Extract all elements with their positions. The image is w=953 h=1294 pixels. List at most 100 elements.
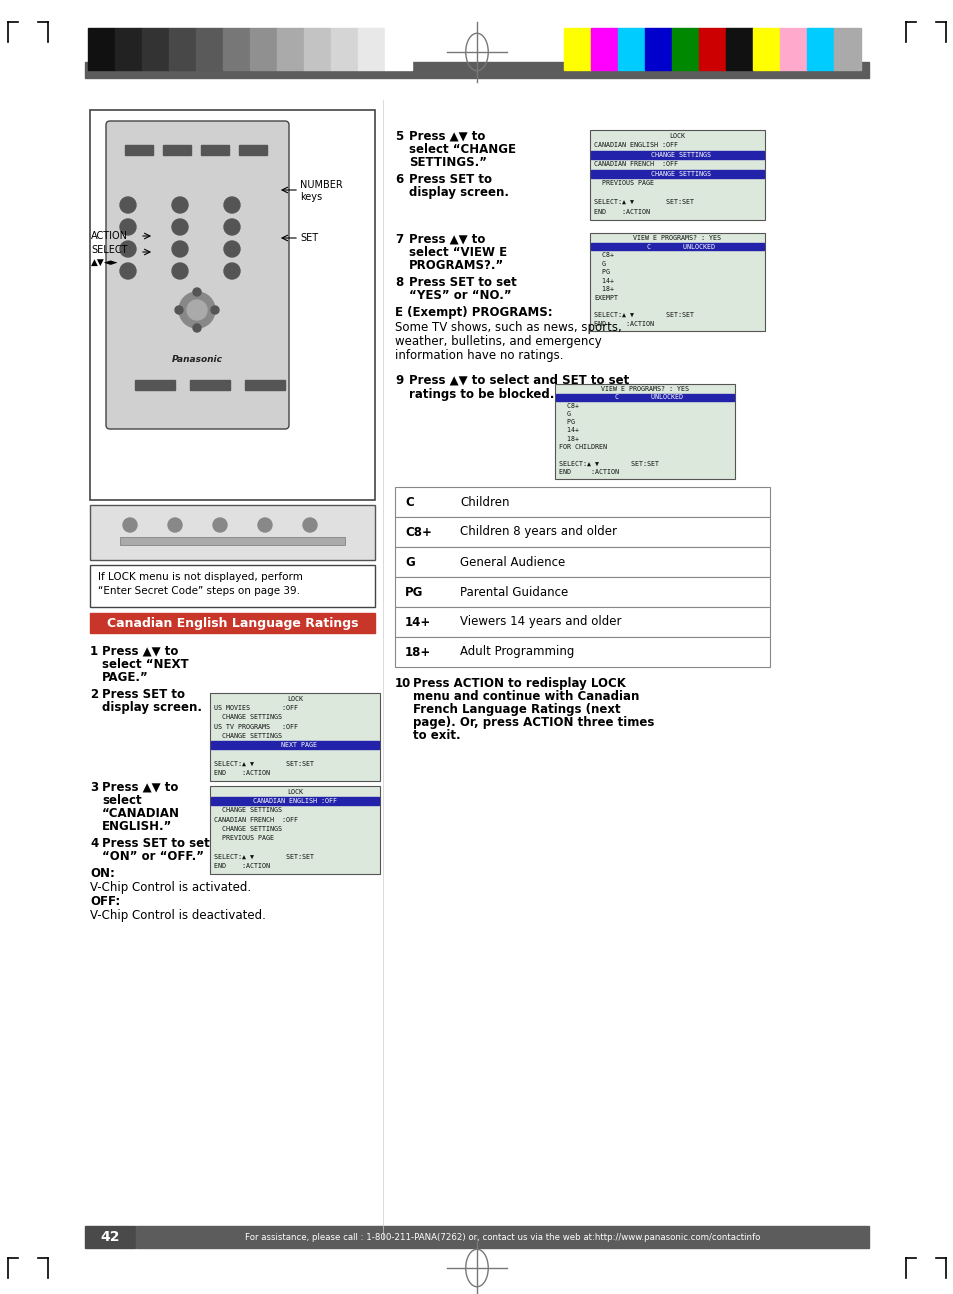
Circle shape bbox=[187, 300, 207, 320]
Text: select “VIEW E: select “VIEW E bbox=[409, 246, 507, 259]
Text: SET: SET bbox=[299, 233, 317, 243]
Text: Press ▲▼ to: Press ▲▼ to bbox=[102, 644, 178, 659]
Text: page). Or, press ACTION three times: page). Or, press ACTION three times bbox=[413, 716, 654, 729]
Text: C8+: C8+ bbox=[594, 252, 614, 259]
Text: US MOVIES        :OFF: US MOVIES :OFF bbox=[213, 705, 297, 710]
Text: CANADIAN ENGLISH :OFF: CANADIAN ENGLISH :OFF bbox=[594, 142, 678, 149]
Bar bbox=[590, 151, 763, 159]
Text: Some TV shows, such as news, sports,: Some TV shows, such as news, sports, bbox=[395, 321, 621, 334]
Text: C: C bbox=[405, 496, 414, 509]
Bar bbox=[210, 694, 379, 782]
Text: Press SET to set: Press SET to set bbox=[102, 837, 210, 850]
Text: CHANGE SETTINGS: CHANGE SETTINGS bbox=[643, 151, 711, 158]
Bar bbox=[618, 28, 644, 70]
Bar bbox=[120, 537, 345, 545]
Text: SELECT:▲ ▼        SET:SET: SELECT:▲ ▼ SET:SET bbox=[213, 761, 314, 766]
Text: “YES” or “NO.”: “YES” or “NO.” bbox=[409, 289, 511, 302]
Text: SELECT: SELECT bbox=[91, 245, 128, 255]
Text: Press ▲▼ to: Press ▲▼ to bbox=[102, 782, 178, 795]
Text: ACTION: ACTION bbox=[91, 232, 128, 241]
Circle shape bbox=[174, 305, 183, 314]
Text: 14+: 14+ bbox=[594, 278, 614, 283]
Text: Parental Guidance: Parental Guidance bbox=[459, 585, 568, 599]
Text: PREVIOUS PAGE: PREVIOUS PAGE bbox=[594, 180, 654, 186]
Bar bbox=[752, 28, 780, 70]
Circle shape bbox=[120, 197, 136, 214]
Text: END    :ACTION: END :ACTION bbox=[594, 208, 649, 215]
Bar bbox=[90, 565, 375, 607]
Text: Press SET to: Press SET to bbox=[409, 173, 492, 186]
Text: SELECT:▲ ▼        SET:SET: SELECT:▲ ▼ SET:SET bbox=[594, 312, 693, 318]
Text: 1: 1 bbox=[90, 644, 98, 659]
Text: CHANGE SETTINGS: CHANGE SETTINGS bbox=[213, 714, 282, 721]
Circle shape bbox=[172, 263, 188, 280]
Text: select: select bbox=[102, 795, 141, 807]
Text: 7: 7 bbox=[395, 233, 403, 246]
Text: END    :ACTION: END :ACTION bbox=[213, 863, 270, 868]
Text: display screen.: display screen. bbox=[409, 186, 509, 199]
Text: Panasonic: Panasonic bbox=[172, 356, 222, 365]
Text: CHANGE SETTINGS: CHANGE SETTINGS bbox=[643, 171, 711, 177]
Text: C8+: C8+ bbox=[558, 402, 578, 409]
Bar bbox=[555, 384, 734, 479]
Bar bbox=[304, 28, 331, 70]
Bar bbox=[135, 380, 174, 389]
Text: 5: 5 bbox=[395, 129, 403, 144]
Bar bbox=[590, 170, 763, 177]
Text: PG: PG bbox=[405, 585, 423, 599]
Bar bbox=[163, 145, 191, 155]
Text: 18+: 18+ bbox=[558, 436, 578, 441]
Text: E (Exempt) PROGRAMS:: E (Exempt) PROGRAMS: bbox=[395, 305, 552, 320]
Text: EXEMPT: EXEMPT bbox=[594, 295, 618, 302]
Bar bbox=[201, 145, 229, 155]
Text: CANADIAN FRENCH  :OFF: CANADIAN FRENCH :OFF bbox=[594, 162, 678, 167]
Text: French Language Ratings (next: French Language Ratings (next bbox=[413, 703, 620, 716]
Bar bbox=[671, 28, 699, 70]
Bar bbox=[211, 797, 378, 805]
Bar bbox=[395, 607, 769, 637]
Text: Press ▲▼ to: Press ▲▼ to bbox=[409, 129, 485, 144]
Bar bbox=[90, 505, 375, 560]
Bar bbox=[90, 613, 375, 633]
Text: Press SET to set: Press SET to set bbox=[409, 276, 517, 289]
Text: information have no ratings.: information have no ratings. bbox=[395, 349, 563, 362]
Text: PROGRAMS?.”: PROGRAMS?.” bbox=[409, 259, 504, 272]
Bar bbox=[88, 28, 115, 70]
Circle shape bbox=[193, 324, 201, 333]
FancyBboxPatch shape bbox=[106, 122, 289, 430]
Circle shape bbox=[257, 518, 272, 532]
Text: menu and continue with Canadian: menu and continue with Canadian bbox=[413, 690, 639, 703]
Bar bbox=[395, 577, 769, 607]
Text: END     :ACTION: END :ACTION bbox=[594, 321, 654, 326]
Bar bbox=[90, 110, 375, 499]
Text: 18+: 18+ bbox=[594, 286, 614, 292]
Text: Viewers 14 years and older: Viewers 14 years and older bbox=[459, 616, 620, 629]
Text: V-Chip Control is activated.: V-Chip Control is activated. bbox=[90, 881, 251, 894]
Text: General Audience: General Audience bbox=[459, 555, 565, 568]
Text: LOCK: LOCK bbox=[287, 696, 303, 701]
Circle shape bbox=[224, 241, 240, 258]
Text: VIEW E PROGRAMS? : YES: VIEW E PROGRAMS? : YES bbox=[600, 386, 688, 392]
Circle shape bbox=[172, 241, 188, 258]
Bar bbox=[239, 145, 267, 155]
Text: 2: 2 bbox=[90, 688, 98, 701]
Circle shape bbox=[224, 197, 240, 214]
Circle shape bbox=[303, 518, 316, 532]
Bar bbox=[85, 1225, 135, 1247]
Text: Press ACTION to redisplay LOCK: Press ACTION to redisplay LOCK bbox=[413, 677, 625, 690]
Bar bbox=[85, 62, 868, 78]
Text: Press ▲▼ to: Press ▲▼ to bbox=[409, 233, 485, 246]
Text: END    :ACTION: END :ACTION bbox=[213, 770, 270, 776]
Bar bbox=[563, 28, 590, 70]
Text: 3: 3 bbox=[90, 782, 98, 795]
Text: V-Chip Control is deactivated.: V-Chip Control is deactivated. bbox=[90, 908, 266, 923]
Text: G: G bbox=[405, 555, 415, 568]
Circle shape bbox=[224, 263, 240, 280]
Text: PREVIOUS PAGE: PREVIOUS PAGE bbox=[213, 835, 274, 841]
Text: 14+: 14+ bbox=[558, 427, 578, 433]
Bar bbox=[125, 145, 152, 155]
Text: CANADIAN FRENCH  :OFF: CANADIAN FRENCH :OFF bbox=[213, 817, 297, 823]
Text: weather, bulletins, and emergency: weather, bulletins, and emergency bbox=[395, 335, 601, 348]
Text: Adult Programming: Adult Programming bbox=[459, 646, 574, 659]
Text: “ON” or “OFF.”: “ON” or “OFF.” bbox=[102, 850, 204, 863]
